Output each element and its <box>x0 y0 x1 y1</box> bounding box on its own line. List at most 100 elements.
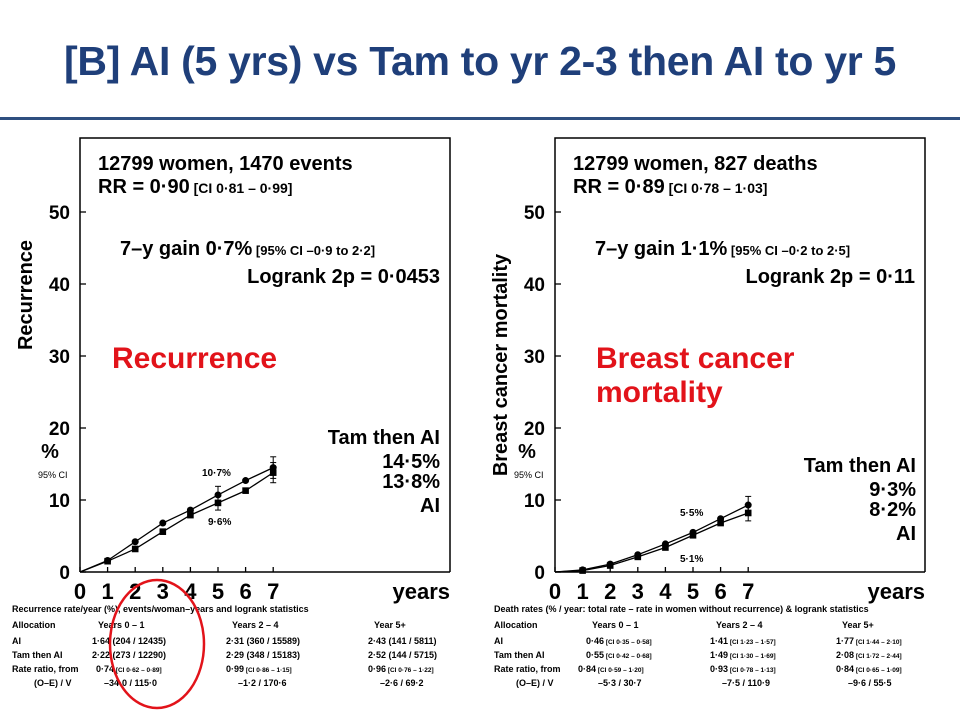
table-cell: 1·77 [CI 1·44 – 2·10] <box>836 636 902 646</box>
table-cell-ci: [CI 1·72 – 2·44] <box>854 653 902 660</box>
table-cell-ci: [CI 0·35 – 0·58] <box>604 639 652 646</box>
header-logrank: Logrank 2p = 0·0453 <box>247 266 440 288</box>
header-women-events: 12799 women, 827 deaths <box>573 153 818 175</box>
table-ratio-cell: 0·96 [CI 0·76 – 1·22] <box>368 664 434 674</box>
legend-top-name: Tam then AI <box>804 455 916 477</box>
table-header-cell: Years 2 – 4 <box>232 620 279 630</box>
table-cell-value: 2·08 <box>836 650 854 660</box>
data-point-square <box>242 487 249 494</box>
data-point-square <box>689 531 697 539</box>
x-tick-label: 5 <box>212 579 224 604</box>
y-tick-label: 50 <box>524 203 545 224</box>
table-ratio-ci: [CI 0·59 – 1·20] <box>596 667 644 674</box>
data-point-square <box>717 519 724 527</box>
table-oe-cell: –34·0 / 115·0 <box>104 678 157 688</box>
y-axis-unit: % <box>41 441 59 463</box>
series-line-ai <box>79 472 274 573</box>
annotation-upper: 5·5% <box>680 508 703 519</box>
data-point-circle <box>131 538 139 546</box>
slide-title: [B] AI (5 yrs) vs Tam to yr 2-3 then AI … <box>64 38 896 84</box>
data-point-square <box>214 499 222 507</box>
x-tick-label: 7 <box>267 579 279 604</box>
x-tick-label: 3 <box>632 579 644 604</box>
y-tick-label: 50 <box>49 203 70 224</box>
table-oe-cell: –7·5 / 110·9 <box>722 678 770 688</box>
table-ratio-ci: [CI 0·86 – 1·15] <box>244 667 292 674</box>
series-line-tam-then-ai <box>554 504 749 573</box>
y-tick-label: 0 <box>59 563 70 584</box>
table-ratio-cell: 0·93 [CI 0·78 – 1·13] <box>710 664 776 674</box>
table-ratio-value: 0·96 <box>368 664 386 674</box>
table-oe-cell: –5·3 / 30·7 <box>598 678 642 688</box>
y-tick-label: 40 <box>49 275 70 296</box>
data-point-square <box>634 553 642 561</box>
table-cell: 2·22 (273 / 12290) <box>92 650 166 660</box>
table-ratio-value: 0·93 <box>710 664 728 674</box>
header-rr: RR = 0·89 [CI 0·78 – 1·03] <box>573 176 767 198</box>
data-point-square <box>131 545 139 553</box>
table-cell-value: 0·55 <box>586 650 604 660</box>
data-point-circle <box>242 477 250 485</box>
table-cell: 2·31 (360 / 15589) <box>226 636 300 646</box>
highlight-circle <box>108 578 206 710</box>
table-ratio-cell: 0·84 [CI 0·59 – 1·20] <box>578 664 644 674</box>
table-cell-value: 0·46 <box>586 636 604 646</box>
y-tick-label: 40 <box>524 275 545 296</box>
y-axis-label: Breast cancer mortality <box>490 253 512 476</box>
x-tick-label: 4 <box>184 579 197 604</box>
data-point-square <box>662 544 669 551</box>
table-header-cell: Year 5+ <box>374 620 406 630</box>
table-cell-ci: [CI 1·23 – 1·57] <box>728 639 776 646</box>
series-line-ai <box>554 512 749 573</box>
header-gain: 7–y gain 1·1% [95% CI –0·2 to 2·5] <box>595 238 850 260</box>
data-point-square <box>104 557 111 565</box>
y-axis-label: Recurrence <box>15 240 37 350</box>
table-cell: 2·08 [CI 1·72 – 2·44] <box>836 650 902 660</box>
table-cell-value: 1·49 <box>710 650 728 660</box>
y-tick-label: 30 <box>524 347 545 368</box>
header-rr-main: RR = 0·89 <box>573 176 665 198</box>
table-cell-ci: [CI 1·44 – 2·10] <box>854 639 902 646</box>
highlight-label: Recurrence <box>112 342 277 375</box>
table-ratio-value: 0·99 <box>226 664 244 674</box>
table-header-cell: Allocation <box>12 620 56 630</box>
highlight-label: Breast cancer <box>596 342 795 375</box>
table-ratio-value: 0·84 <box>578 664 596 674</box>
data-point-square <box>744 509 752 517</box>
table-header-cell: Years 0 – 1 <box>98 620 145 630</box>
data-point-square <box>187 511 194 519</box>
table-title: Death rates (% / year: total rate – rate… <box>494 604 869 614</box>
table-cell: 0·55 [CI 0·42 – 0·68] <box>586 650 652 660</box>
table-cell: Tam then AI <box>12 650 63 660</box>
table-cell: 1·64 (204 / 12435) <box>92 636 166 646</box>
y-tick-label: 10 <box>49 491 70 512</box>
legend-bottom-name: AI <box>896 523 916 545</box>
x-tick-label: 4 <box>659 579 672 604</box>
header-gain: 7–y gain 0·7% [95% CI –0·9 to 2·2] <box>120 238 375 260</box>
ci-note: 95% CI <box>38 470 68 480</box>
table-ratio-ci: [CI 0·65 – 1·09] <box>854 667 902 674</box>
data-point-circle <box>214 491 222 499</box>
table-cell: 1·49 [CI 1·30 – 1·69] <box>710 650 776 660</box>
table-oe-cell: –9·6 / 55·5 <box>848 678 892 688</box>
y-tick-label: 0 <box>534 563 545 584</box>
table-ratio-label: Rate ratio, from <box>12 664 79 674</box>
legend-top-value: 9·3% <box>869 479 916 501</box>
header-gain-main: 7–y gain 1·1% <box>595 238 728 260</box>
legend-top-value: 14·5% <box>382 451 440 473</box>
x-tick-label: 3 <box>157 579 169 604</box>
x-axis-label: years <box>392 579 450 604</box>
legend-bottom-value: 13·8% <box>382 471 440 493</box>
legend-top-name: Tam then AI <box>328 427 440 449</box>
header-gain-main: 7–y gain 0·7% <box>120 238 253 260</box>
table-oe-label: (O–E) / V <box>34 678 72 688</box>
header-logrank: Logrank 2p = 0·11 <box>745 266 915 288</box>
header-gain-ci: [95% CI –0·9 to 2·2] <box>252 243 375 258</box>
table-cell: 2·52 (144 / 5715) <box>368 650 437 660</box>
table-cell-value: 1·77 <box>836 636 854 646</box>
annotation-lower: 9·6% <box>208 517 231 528</box>
x-tick-label: 0 <box>74 579 86 604</box>
annotation-upper: 10·7% <box>202 468 231 479</box>
data-point-square <box>606 562 614 569</box>
